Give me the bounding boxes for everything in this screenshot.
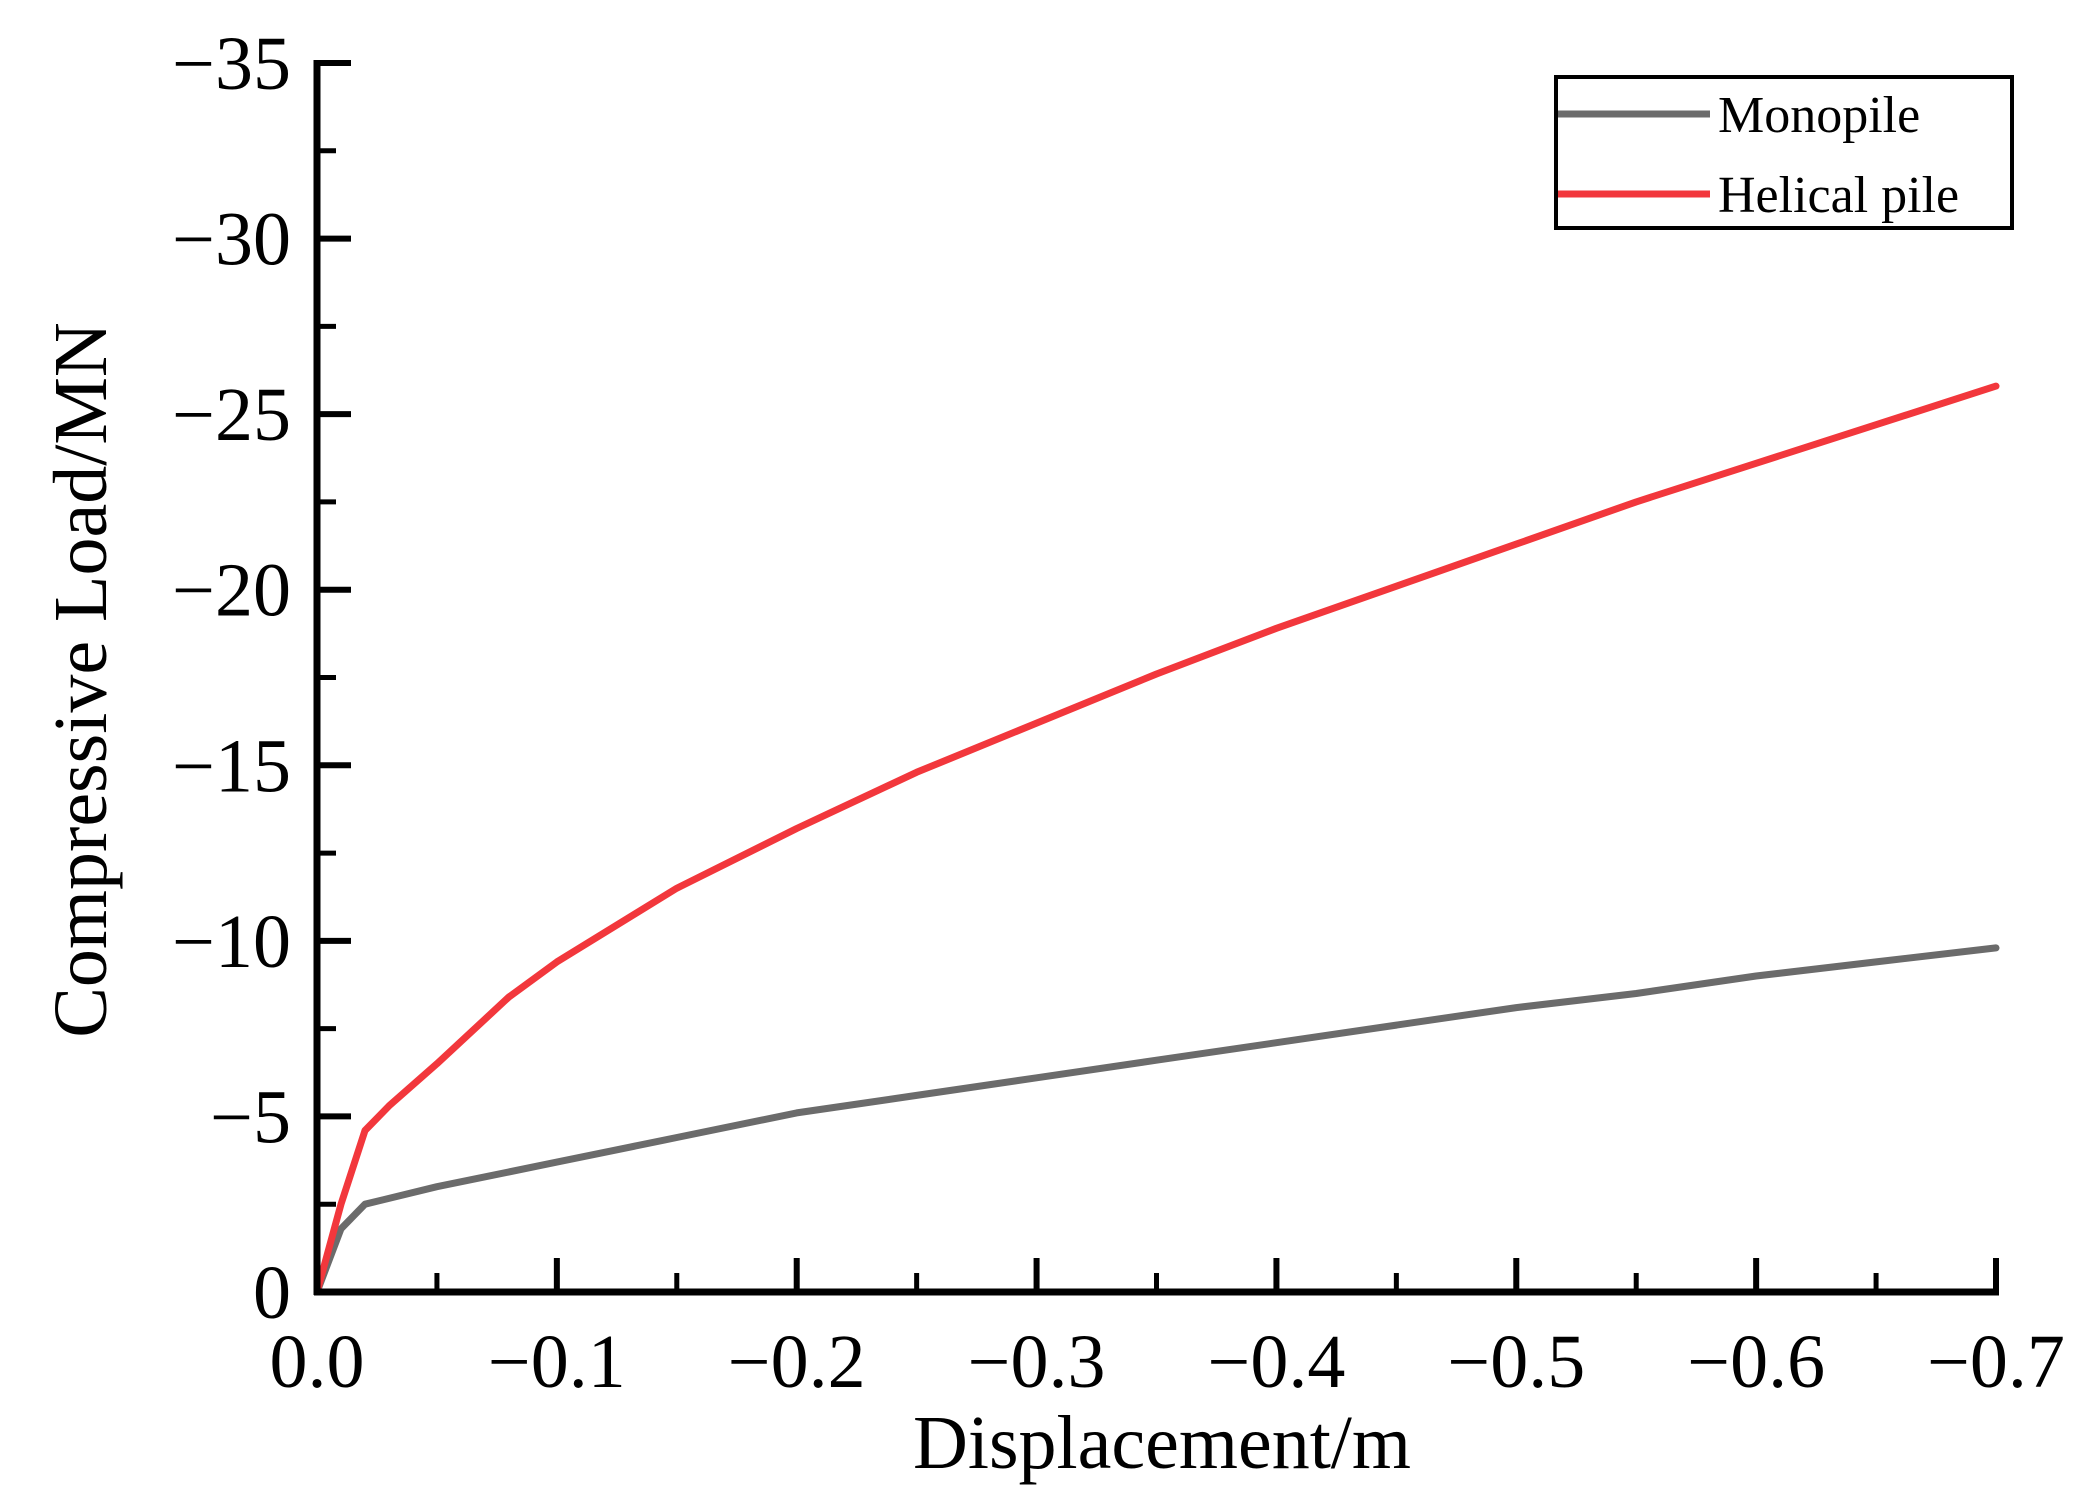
plot-area: 0.0 −0.1 −0.2 −0.3 −0.4 −0.5 −0.6 −0.7 0 −5 −10 −1… [172,22,2065,1404]
x-axis-title: Displacement/m [913,1401,1411,1485]
x-tick-label: −0.1 [488,1320,626,1404]
y-axis-title: Compressive Load/MN [39,322,123,1038]
y-tick-label: −5 [210,1075,291,1159]
x-axis-ticks: 0.0 −0.1 −0.2 −0.3 −0.4 −0.5 −0.6 −0.7 [270,1258,2065,1404]
x-tick-label: −0.6 [1687,1320,1825,1404]
x-tick-label: 0.0 [270,1320,365,1404]
x-tick-label: −0.4 [1207,1320,1345,1404]
legend-box [1554,75,2014,230]
y-tick-label: −25 [172,373,291,457]
legend-label-helical-pile: Helical pile [1718,167,1959,224]
y-tick-label: −35 [172,22,291,106]
x-tick-label: −0.3 [968,1320,1106,1404]
y-axis-ticks: 0 −5 −10 −15 −20 −25 −30 −35 [172,22,351,1335]
y-tick-label: −10 [172,900,291,984]
y-tick-label: −30 [172,198,291,282]
legend: Monopile Helical pile [1554,75,2014,230]
series-line-helical-pile [313,382,2000,1296]
series-layer [313,382,2000,1296]
x-tick-label: −0.5 [1447,1320,1585,1404]
y-tick-label: −20 [172,549,291,633]
legend-label-monopile: Monopile [1718,87,1920,144]
y-tick-label: −15 [172,724,291,808]
x-tick-label: −0.7 [1927,1320,2065,1404]
x-tick-label: −0.2 [728,1320,866,1404]
series-line-monopile [313,944,2000,1296]
y-tick-label: 0 [253,1251,291,1335]
